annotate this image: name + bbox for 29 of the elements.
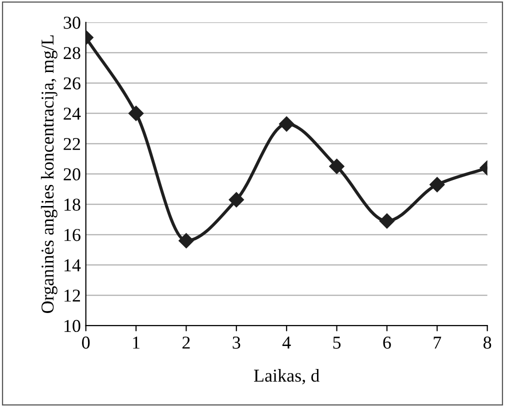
- y-axis-title: Organinės anglies koncentracija, mg/L: [40, 35, 58, 313]
- y-tick-label: 14: [64, 259, 81, 272]
- point: [178, 233, 194, 248]
- y-tick-label: 20: [64, 168, 80, 180]
- point: [430, 177, 445, 192]
- x-tick-label: 7: [434, 336, 442, 349]
- point: [379, 213, 395, 229]
- y-tick-label: 24: [64, 108, 81, 120]
- y-tick-label: 18: [64, 198, 80, 211]
- y-tick-label: 30: [64, 16, 80, 29]
- point: [128, 106, 144, 121]
- point: [279, 116, 294, 132]
- x-tick-label: 3: [232, 336, 240, 349]
- y-tick-label: 26: [64, 77, 80, 90]
- x-tick-label: 0: [82, 336, 90, 349]
- x-tick-label: 4: [282, 336, 291, 349]
- x-tick-label: 1: [133, 336, 140, 349]
- point: [228, 192, 244, 208]
- y-tick-label: 16: [64, 228, 80, 242]
- y-tick-label: 12: [64, 290, 80, 302]
- x-tick-label: 8: [484, 336, 492, 349]
- x-tick-label: 6: [383, 336, 391, 349]
- y-tick-label: 22: [64, 138, 80, 150]
- x-tick-label: 5: [333, 336, 341, 349]
- y-tick-label: 28: [64, 46, 80, 60]
- point: [329, 158, 344, 174]
- x-axis-title: Laikas, d: [254, 369, 320, 384]
- x-tick-label: 2: [182, 336, 190, 349]
- y-tick-label: 10: [64, 320, 80, 332]
